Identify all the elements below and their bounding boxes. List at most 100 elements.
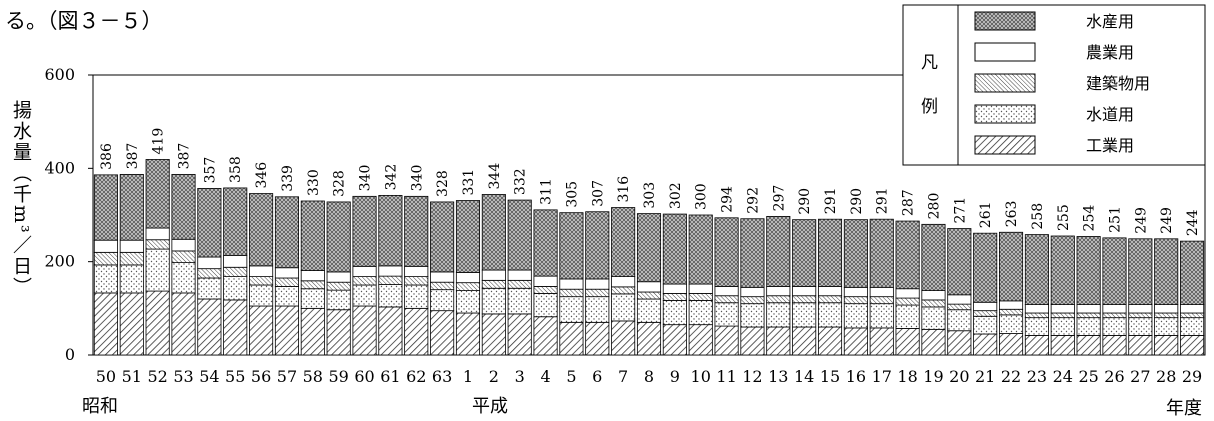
total-label: 311 [539,178,555,205]
bar-segment [999,333,1024,356]
bar-segment [740,303,765,328]
bar-segment [585,211,610,280]
bar-segment [223,299,248,356]
bar-segment [507,279,532,289]
bar-segment [93,239,118,253]
x-tick-label: 25 [1078,367,1098,386]
x-tick-label: 6 [592,367,602,386]
bar-segment [869,327,894,356]
x-tick-label: 20 [949,367,969,386]
total-label: 263 [1004,201,1020,228]
x-tick-label: 59 [328,367,348,386]
total-label: 251 [1107,206,1123,233]
bar-segment [740,218,765,288]
bar-segment [895,297,920,306]
y-tick-label: 400 [44,158,75,177]
total-label: 331 [461,169,477,196]
x-tick-label: 53 [173,367,193,386]
bar-segment [1050,235,1075,305]
total-label: 328 [435,170,451,197]
legend-swatch [974,135,1036,155]
x-tick-label: 23 [1027,367,1047,386]
bar-segment [455,200,481,273]
bar-segment [636,298,662,323]
total-label: 244 [1185,209,1201,236]
total-label: 249 [1133,207,1149,234]
bar-segment [197,256,222,270]
bar-segment [1050,334,1075,356]
bar-segment [688,283,713,294]
bar-segment [973,232,998,303]
bar-segment [792,302,817,328]
bar-segment [973,301,998,312]
bar-segment [326,289,351,311]
bar-segment [1180,304,1205,314]
bar-segment [895,288,920,299]
total-label: 297 [771,185,787,212]
x-tick-label: 4 [540,367,550,386]
x-tick-label: 14 [794,367,814,386]
bar-segment [533,275,558,287]
bar-segment [300,200,325,271]
bar-segment [145,227,170,241]
bar-segment [223,276,248,301]
total-label: 302 [668,182,684,209]
total-label: 387 [125,143,141,170]
x-tick-label: 8 [644,367,654,386]
total-label: 307 [590,180,606,207]
bar-segment [817,285,843,297]
total-label: 280 [926,193,942,220]
bar-segment [817,295,843,304]
bar-segment [611,286,636,295]
bar-segment [740,326,765,356]
bar-segment [326,309,351,356]
bar-segment [559,212,584,280]
bar-segment [1076,312,1101,319]
total-label: 300 [694,183,710,210]
bar-segment [947,303,972,311]
era-label: 平成 [472,396,508,417]
bar-segment [533,209,558,277]
bar-segment [1128,317,1153,336]
bar-segment [533,285,558,294]
x-tick-label: 19 [923,367,943,386]
x-tick-label: 24 [1053,367,1073,386]
bar-segment [119,239,144,253]
x-tick-label: 62 [406,367,426,386]
bar-segment [817,326,843,356]
bar-segment [223,266,248,277]
total-label: 332 [513,168,529,195]
x-tick-label: 57 [277,367,297,386]
legend-swatch [974,104,1036,124]
bar-segment [611,320,636,356]
bar-segment [430,281,455,291]
bar-segment [714,295,739,304]
bar-segment [792,285,817,297]
bar-segment [223,255,248,268]
total-label: 340 [358,165,374,192]
bar-segment [1050,312,1075,319]
bar-segment [843,219,868,288]
x-tick-label: 26 [1104,367,1124,386]
total-label: 346 [254,162,270,189]
bar-segment [171,238,196,252]
bar-segment [559,321,584,356]
bar-segment [585,321,610,356]
bar-segment [636,321,662,356]
bar-segment [973,333,998,356]
legend-swatch [974,42,1036,62]
bar-segment [455,312,481,356]
total-label: 330 [306,169,322,196]
bar-segment [559,288,584,298]
bar-segment [300,270,325,282]
bar-segment [1128,312,1153,319]
bar-segment [93,251,118,266]
bar-segment [1024,334,1049,356]
total-label: 291 [875,187,891,214]
x-tick-label: 9 [670,367,680,386]
total-label: 291 [823,187,839,214]
x-tick-label: 28 [1156,367,1176,386]
x-tick-label: 29 [1182,367,1202,386]
bar-segment [481,269,506,281]
